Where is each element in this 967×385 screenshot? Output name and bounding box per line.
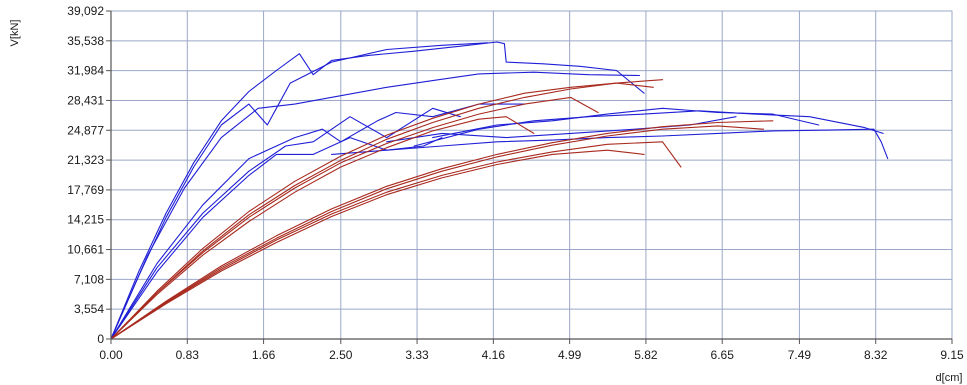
axis-layer xyxy=(106,10,953,344)
x-tick-label: 2.50 xyxy=(329,348,353,362)
plot-area xyxy=(110,10,953,340)
series-line xyxy=(110,96,599,340)
series-layer xyxy=(110,41,889,340)
series-line xyxy=(110,107,461,340)
y-tick-label: 10,661 xyxy=(67,243,104,257)
grid-layer xyxy=(110,10,953,340)
series-line xyxy=(331,128,889,160)
y-tick-label: 14,215 xyxy=(67,213,104,227)
series-line xyxy=(110,141,682,340)
series-line xyxy=(432,107,820,139)
series-line xyxy=(413,110,884,147)
y-tick-label: 17,769 xyxy=(67,183,104,197)
series-line xyxy=(110,125,765,340)
series-line xyxy=(110,71,641,340)
y-tick-label: 0 xyxy=(97,332,104,346)
series-line xyxy=(110,103,526,340)
x-axis-title: d[cm] xyxy=(936,372,963,384)
y-tick-label: 21,323 xyxy=(67,153,104,167)
series-line xyxy=(110,120,774,340)
x-tick-label: 8.32 xyxy=(864,348,888,362)
series-line xyxy=(110,79,664,340)
y-tick-label: 7,108 xyxy=(74,272,104,286)
x-tick-label: 7.49 xyxy=(788,348,812,362)
series-line xyxy=(110,42,489,340)
y-tick-label: 31,984 xyxy=(67,64,104,78)
tick-labels: 0.00 0.83 1.66 2.50 3.33 4.16 4.99 5.82 6.65 7.49… xyxy=(67,4,964,362)
y-tick-label: 28,431 xyxy=(67,93,104,107)
y-tick-label: 35,538 xyxy=(67,34,104,48)
x-tick-label: 0.83 xyxy=(176,348,200,362)
series-line xyxy=(110,116,535,340)
y-axis-title: V[kN] xyxy=(9,20,21,47)
x-tick-label: 5.82 xyxy=(634,348,658,362)
y-tick-label: 39,092 xyxy=(67,4,104,18)
x-tick-label: 3.33 xyxy=(405,348,429,362)
series-line xyxy=(110,137,443,340)
x-tick-label: 1.66 xyxy=(252,348,276,362)
x-tick-label: 6.65 xyxy=(711,348,735,362)
x-tick-label: 0.00 xyxy=(99,348,123,362)
x-tick-label: 4.16 xyxy=(482,348,506,362)
series-line xyxy=(110,82,654,340)
y-tick-label: 3,554 xyxy=(74,302,104,316)
x-tick-label: 9.15 xyxy=(940,348,964,362)
y-tick-label: 24,877 xyxy=(67,123,104,137)
x-tick-label: 4.99 xyxy=(558,348,582,362)
series-line xyxy=(110,149,645,340)
